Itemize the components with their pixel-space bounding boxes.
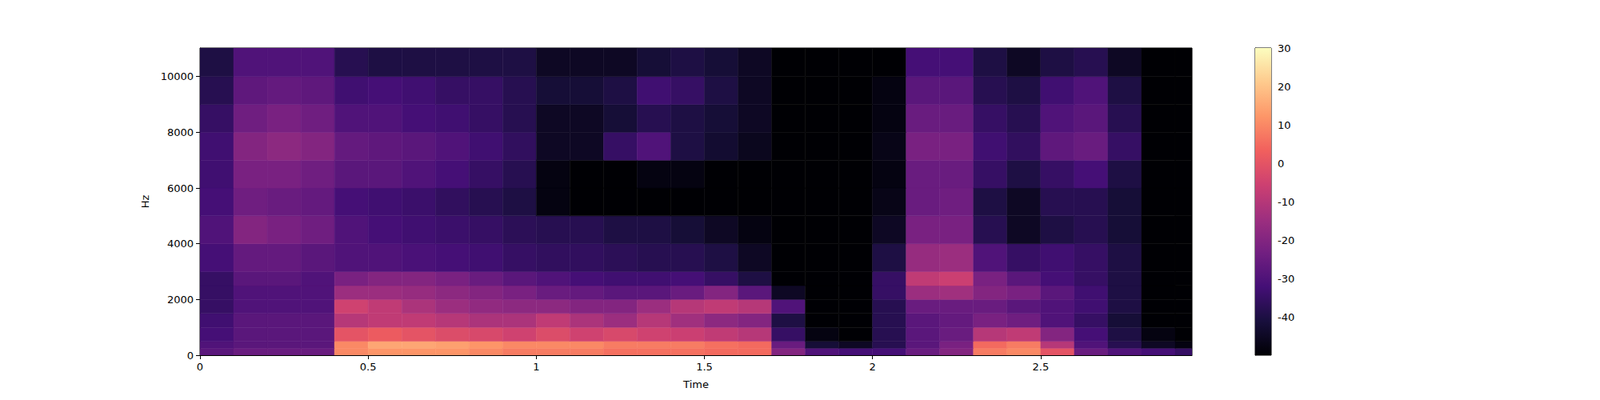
svg-text:Time: Time: [682, 378, 709, 391]
svg-text:2000: 2000: [167, 293, 194, 306]
svg-text:8000: 8000: [167, 126, 194, 139]
svg-text:-20: -20: [1277, 234, 1295, 247]
svg-text:0: 0: [187, 349, 194, 362]
svg-text:Hz: Hz: [139, 195, 152, 209]
svg-text:30: 30: [1277, 42, 1292, 55]
svg-text:6000: 6000: [167, 182, 194, 195]
svg-text:0: 0: [1277, 157, 1284, 170]
svg-text:-40: -40: [1277, 311, 1295, 324]
svg-text:-10: -10: [1277, 196, 1295, 208]
svg-text:10: 10: [1277, 119, 1292, 132]
svg-text:0.5: 0.5: [360, 360, 377, 373]
svg-text:1.5: 1.5: [696, 360, 713, 373]
svg-text:1: 1: [532, 360, 540, 373]
svg-text:4000: 4000: [167, 237, 194, 250]
svg-text:20: 20: [1277, 80, 1292, 93]
svg-text:-30: -30: [1277, 272, 1295, 285]
svg-text:0: 0: [196, 360, 204, 373]
svg-text:2: 2: [869, 360, 876, 373]
svg-text:10000: 10000: [160, 70, 194, 83]
svg-text:2.5: 2.5: [1032, 360, 1050, 373]
